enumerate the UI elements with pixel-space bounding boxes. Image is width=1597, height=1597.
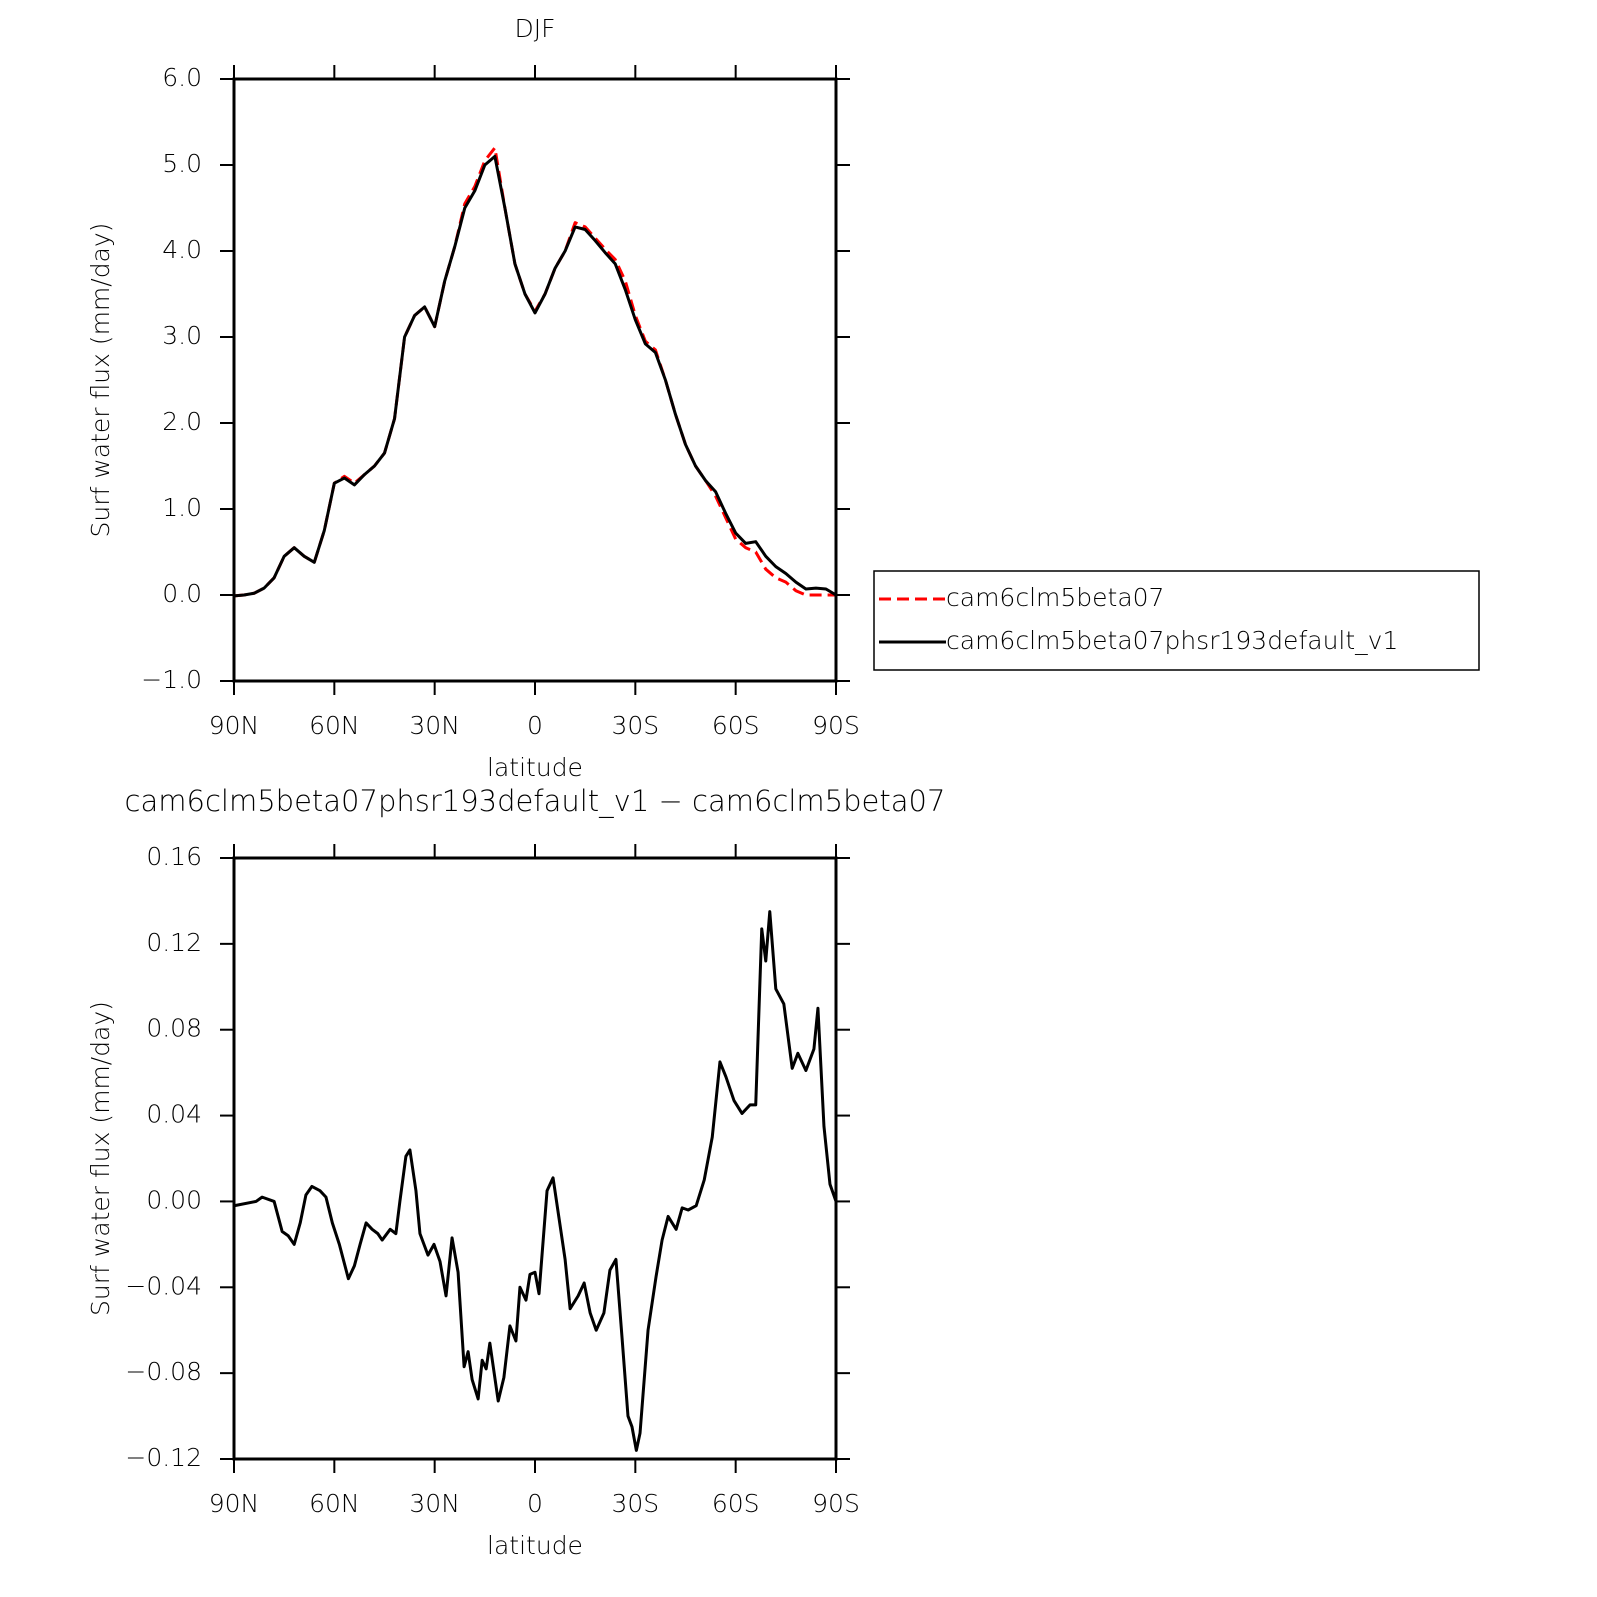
x-tick-label: 60S	[712, 1489, 760, 1518]
y-tick-label: −1.0	[141, 665, 202, 694]
plot-frame	[232, 77, 838, 683]
x-tick-label: 60N	[309, 711, 360, 740]
chart-title: DJF	[514, 14, 555, 43]
y-tick-label: 0.12	[146, 928, 202, 957]
y-tick-label: 5.0	[162, 149, 202, 178]
y-tick-label: −0.04	[125, 1271, 202, 1300]
y-tick-label: 0.16	[146, 842, 202, 871]
y-tick-label: 4.0	[162, 235, 202, 264]
x-tick-label: 0	[527, 1489, 543, 1518]
x-tick-label: 90S	[812, 1489, 860, 1518]
x-axis-label: latitude	[487, 753, 583, 782]
legend-label: cam6clm5beta07phsr193default_v1	[946, 626, 1398, 655]
y-tick-label: 0.0	[162, 579, 202, 608]
x-tick-label: 90N	[209, 1489, 260, 1518]
x-tick-label: 0	[527, 711, 543, 740]
x-tick-label: 30S	[611, 711, 659, 740]
y-tick-label: 0.00	[146, 1185, 202, 1214]
y-tick-label: −0.08	[125, 1357, 202, 1386]
y-tick-label: 1.0	[162, 493, 202, 522]
y-tick-label: 6.0	[162, 63, 202, 92]
data-line	[233, 910, 838, 1452]
x-tick-label: 60N	[309, 1489, 360, 1518]
chart-title: cam6clm5beta07phsr193default_v1 − cam6cl…	[125, 784, 946, 819]
y-tick-label: 0.08	[146, 1014, 202, 1043]
x-tick-label: 30N	[409, 1489, 460, 1518]
legend-label: cam6clm5beta07	[946, 583, 1164, 612]
legend-box	[873, 570, 1480, 671]
y-tick-label: 0.04	[146, 1100, 202, 1129]
plot-frame	[232, 856, 838, 1461]
y-axis-label: Surf water flux (mm/day)	[86, 1001, 115, 1316]
x-tick-label: 60S	[712, 711, 760, 740]
x-tick-label: 90S	[812, 711, 860, 740]
x-tick-label: 30S	[611, 1489, 659, 1518]
x-tick-label: 90N	[209, 711, 260, 740]
x-axis-label: latitude	[487, 1531, 583, 1560]
data-line	[233, 154, 837, 598]
y-axis-label: Surf water flux (mm/day)	[86, 223, 115, 538]
y-tick-label: −0.12	[125, 1443, 202, 1472]
x-tick-label: 30N	[409, 711, 460, 740]
y-tick-label: 3.0	[162, 321, 202, 350]
y-tick-label: 2.0	[162, 407, 202, 436]
